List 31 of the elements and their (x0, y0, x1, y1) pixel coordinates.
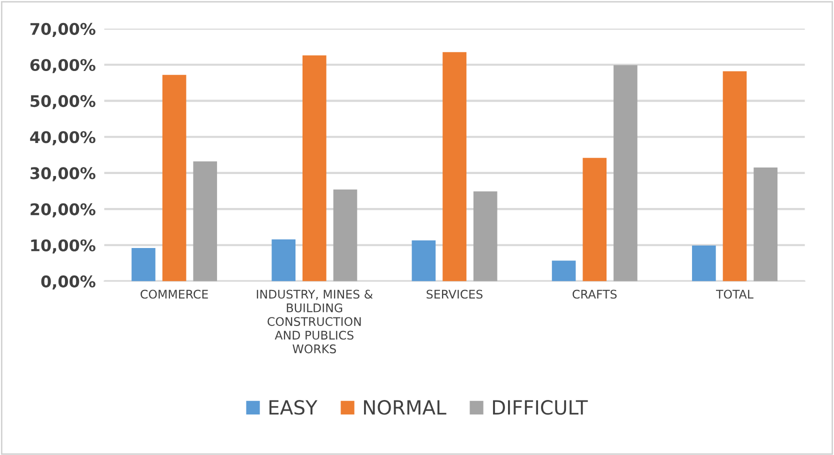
legend-label: NORMAL (364, 400, 446, 415)
bar (272, 239, 296, 282)
bar (722, 71, 747, 282)
bar (614, 65, 638, 282)
bar (412, 240, 436, 282)
y-tick-label: 20,00% (30, 203, 96, 218)
bar (302, 55, 326, 282)
bar (473, 191, 498, 282)
bar (692, 245, 716, 282)
y-tick-label: 50,00% (30, 95, 96, 110)
legend-label: DIFFICULT (493, 400, 588, 415)
bar (552, 260, 576, 282)
x-tick-label: SERVICES (426, 290, 482, 299)
legend-label: EASY (270, 400, 318, 415)
bar (442, 52, 466, 282)
bar (162, 74, 186, 282)
x-tick-label: TOTAL (716, 290, 754, 299)
y-tick-label: 60,00% (30, 58, 96, 74)
y-tick-label: 70,00% (30, 22, 96, 37)
x-tick-label: COMMERCE (140, 290, 208, 299)
x-tick-label: INDUSTRY, MINES & BUILDING CONSTRUCTION AND PUBLICS WORKS (256, 290, 373, 354)
y-tick-label: 40,00% (30, 131, 96, 146)
bar (333, 190, 358, 282)
bar (132, 248, 156, 282)
bar (582, 158, 607, 282)
bar (754, 168, 778, 282)
x-tick-label: CRAFTS (572, 290, 617, 299)
y-tick-label: 30,00% (30, 167, 96, 182)
bar (193, 161, 218, 282)
y-tick-label: 10,00% (31, 239, 96, 254)
y-tick-label: 0,00% (41, 275, 96, 290)
